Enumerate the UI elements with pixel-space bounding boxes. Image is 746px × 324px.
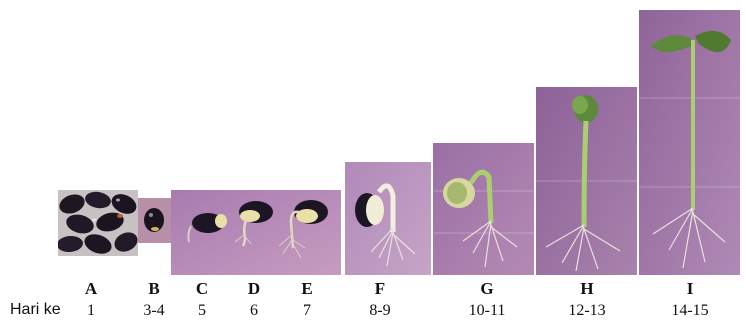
photo-stages-c-d-e-germination <box>171 190 341 275</box>
stage-letter-h: H <box>580 279 594 298</box>
photo-stage-h-plant <box>536 87 637 275</box>
stage-day-a: 1 <box>87 302 95 319</box>
stage-letter-c: C <box>195 279 209 298</box>
stage-day-e: 7 <box>303 302 311 319</box>
stage-day-g: 10-11 <box>468 302 506 319</box>
stage-day-b: 3-4 <box>143 302 165 319</box>
stage-day-h: 12-13 <box>568 302 606 319</box>
stage-day-i: 14-15 <box>671 302 709 319</box>
photo-stage-f-hook <box>345 162 431 275</box>
stage-letter-e: E <box>301 279 313 298</box>
stage-letter-d: D <box>247 279 261 298</box>
stage-day-c: 5 <box>198 302 206 319</box>
stage-letter-f: F <box>374 279 386 298</box>
stage-day-d: 6 <box>250 302 258 319</box>
stage-letter-b: B <box>148 279 160 298</box>
stage-letter-i: I <box>686 279 694 298</box>
photo-stage-a-seeds <box>58 190 138 256</box>
stage-day-f: 8-9 <box>369 302 391 319</box>
stage-letter-g: G <box>480 279 494 298</box>
day-row-label: Hari ke <box>10 301 61 318</box>
photo-stage-g-seedling <box>433 143 534 275</box>
photo-stage-b-seed <box>138 198 171 243</box>
stage-letter-a: A <box>84 279 98 298</box>
photo-stage-i-plant <box>639 10 740 275</box>
